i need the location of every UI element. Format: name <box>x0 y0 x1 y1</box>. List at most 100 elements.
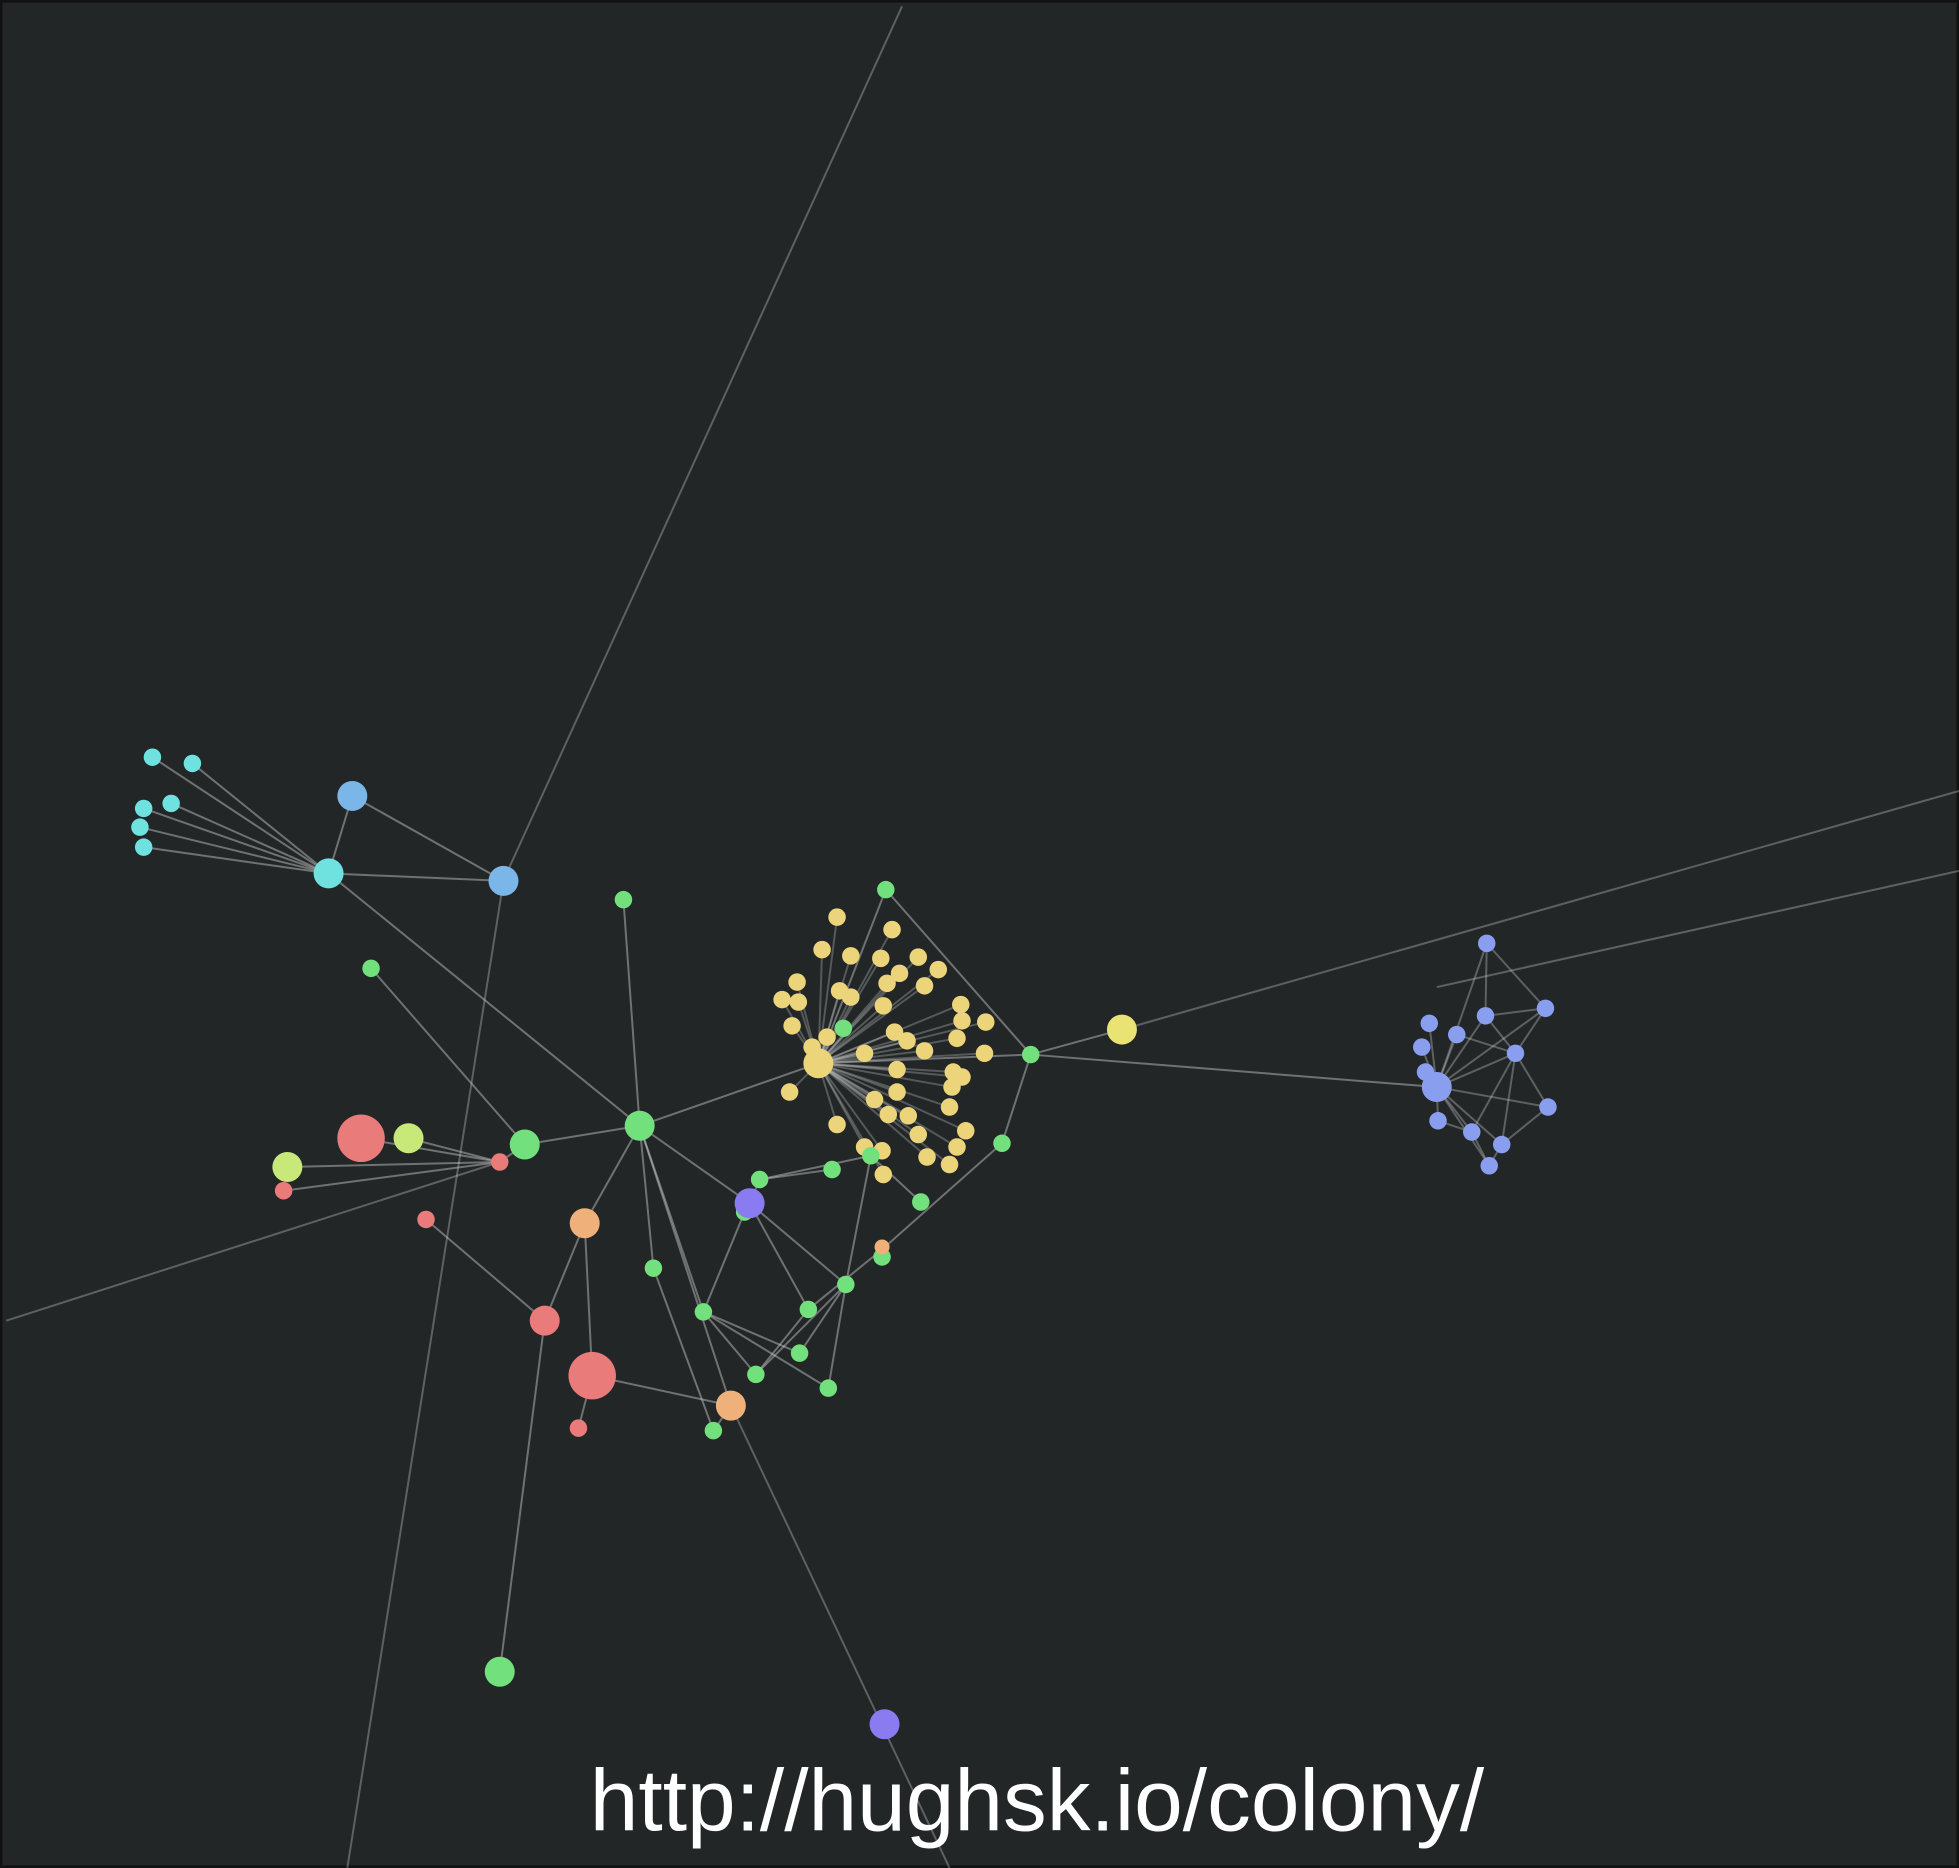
edge <box>755 1283 847 1376</box>
edge <box>817 1062 909 1117</box>
node <box>337 1114 385 1163</box>
node <box>614 890 633 909</box>
node <box>1539 1098 1557 1116</box>
node <box>1429 1112 1447 1130</box>
node <box>899 1107 918 1125</box>
node <box>490 1153 509 1171</box>
edge <box>170 802 329 875</box>
node <box>819 1379 838 1397</box>
node <box>890 964 909 983</box>
node <box>1420 1014 1439 1033</box>
node <box>1480 1157 1498 1175</box>
edge <box>818 1052 985 1065</box>
edge <box>652 1267 715 1431</box>
node <box>993 1134 1011 1153</box>
node <box>1448 1025 1466 1044</box>
edge <box>370 967 526 1146</box>
node <box>529 1305 560 1336</box>
edge <box>818 1062 953 1089</box>
edge <box>543 1222 586 1322</box>
edge <box>408 1137 500 1163</box>
node <box>773 990 791 1009</box>
node <box>883 920 901 939</box>
node <box>879 1105 898 1124</box>
node <box>747 1365 765 1384</box>
edge <box>5 1161 501 1322</box>
node <box>509 1129 540 1160</box>
edge <box>817 982 888 1064</box>
node <box>624 1110 655 1141</box>
node <box>131 818 149 836</box>
edge <box>1514 1007 1547 1054</box>
edge <box>1436 1007 1547 1088</box>
edge <box>143 807 329 875</box>
edge <box>583 1125 641 1224</box>
edge <box>1030 1053 1437 1089</box>
edge <box>1456 1033 1516 1055</box>
edge <box>817 1062 958 1148</box>
node <box>834 1019 853 1038</box>
node <box>417 1210 435 1229</box>
edge <box>1485 1007 1546 1017</box>
node <box>877 880 895 899</box>
node <box>872 949 890 968</box>
node <box>362 959 380 978</box>
node <box>874 1165 893 1184</box>
node <box>788 973 806 991</box>
node <box>874 997 893 1015</box>
edge <box>1501 1106 1549 1146</box>
edge <box>1436 1086 1549 1109</box>
node <box>1021 1045 1040 1064</box>
edge <box>1435 943 1488 1088</box>
edge <box>818 1062 950 1108</box>
edge <box>639 1062 819 1127</box>
node <box>948 1138 966 1156</box>
node <box>568 1351 616 1400</box>
node <box>813 940 831 959</box>
node <box>1421 1072 1452 1103</box>
node <box>143 748 162 766</box>
node <box>1476 1007 1495 1025</box>
edge <box>844 1155 872 1285</box>
edge <box>702 1311 800 1355</box>
node <box>393 1123 424 1154</box>
edge <box>817 1062 866 1148</box>
node <box>865 1090 884 1109</box>
edge <box>759 1168 833 1181</box>
edge <box>827 1284 847 1389</box>
node <box>909 948 928 966</box>
edge <box>755 1308 810 1376</box>
node <box>569 1419 588 1437</box>
node <box>484 1656 515 1687</box>
edge <box>870 1155 922 1203</box>
edge <box>702 1311 829 1389</box>
node <box>488 865 519 896</box>
node <box>828 1115 846 1134</box>
node <box>842 947 860 965</box>
edge <box>638 1125 732 1406</box>
edge <box>1484 943 1488 1016</box>
node <box>869 1709 900 1740</box>
node <box>912 1193 930 1211</box>
edge <box>1001 1054 1032 1144</box>
edge <box>139 826 329 875</box>
edge <box>818 1019 963 1065</box>
edge <box>1435 1086 1491 1167</box>
edge <box>1121 789 1959 1031</box>
node <box>915 977 934 995</box>
node <box>940 1098 959 1116</box>
edge <box>283 1161 500 1192</box>
edge <box>817 957 882 1064</box>
node <box>977 1013 995 1031</box>
edge <box>817 985 926 1065</box>
node <box>783 1017 801 1035</box>
node <box>704 1421 723 1440</box>
edge <box>881 1142 1003 1251</box>
node <box>790 1344 809 1362</box>
edge <box>818 1062 954 1074</box>
edge <box>328 872 504 882</box>
node <box>1413 1038 1431 1056</box>
